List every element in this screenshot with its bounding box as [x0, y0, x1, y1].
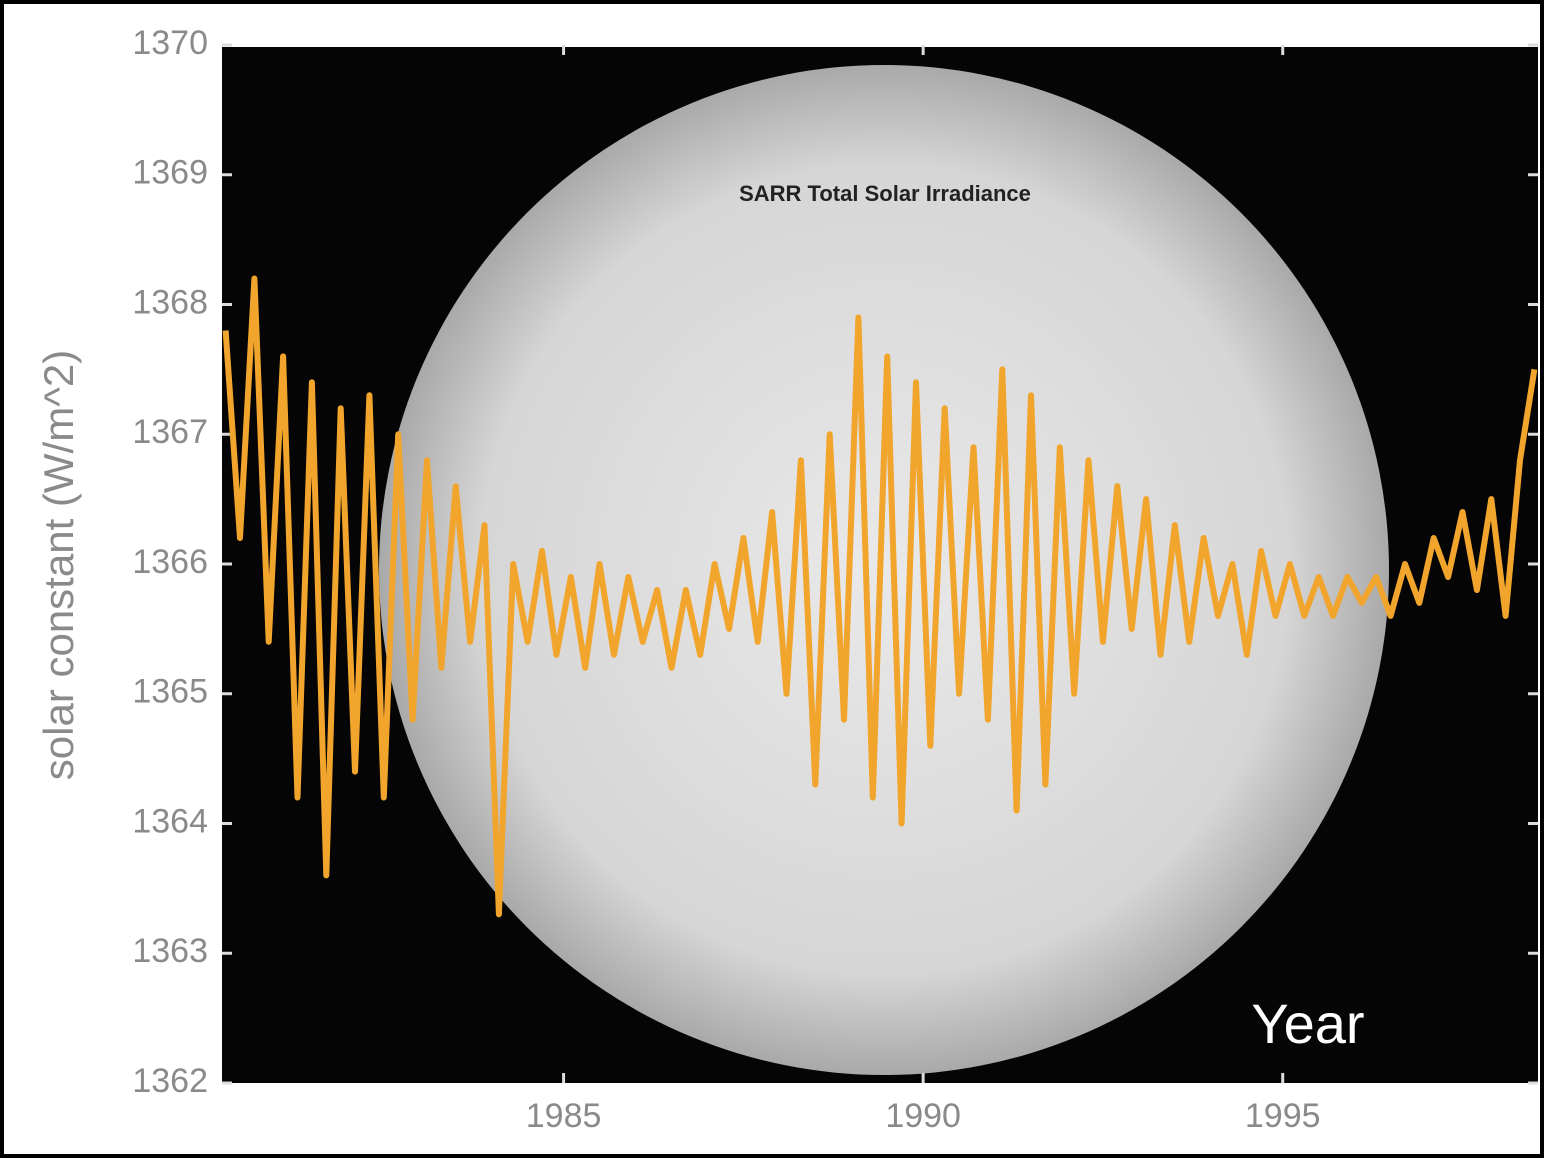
plot-area: 1362 1363 1364 1365 1366 1367 1368 1369 1370 1985… [132, 24, 1538, 1135]
y-tick-label: 1367 [132, 413, 208, 451]
y-axis-label: solar constant (W/m^2) [35, 350, 82, 780]
chart-title: SARR Total Solar Irradiance [739, 181, 1031, 206]
x-tick-label: 1995 [1245, 1097, 1321, 1135]
y-tick-label: 1365 [132, 673, 208, 711]
y-tick-label: 1366 [132, 543, 208, 581]
y-tick-label: 1364 [132, 802, 208, 840]
y-tick-label: 1362 [132, 1062, 208, 1100]
x-tick-label: 1985 [526, 1097, 602, 1135]
y-tick-label: 1363 [132, 932, 208, 970]
data-line [222, 275, 1538, 918]
y-tick-label: 1368 [132, 283, 208, 321]
x-tick-label: 1990 [885, 1097, 961, 1135]
y-tick-label: 1369 [132, 154, 208, 192]
y-tick-label: 1370 [132, 24, 208, 62]
x-axis-label: Year [1251, 992, 1364, 1055]
